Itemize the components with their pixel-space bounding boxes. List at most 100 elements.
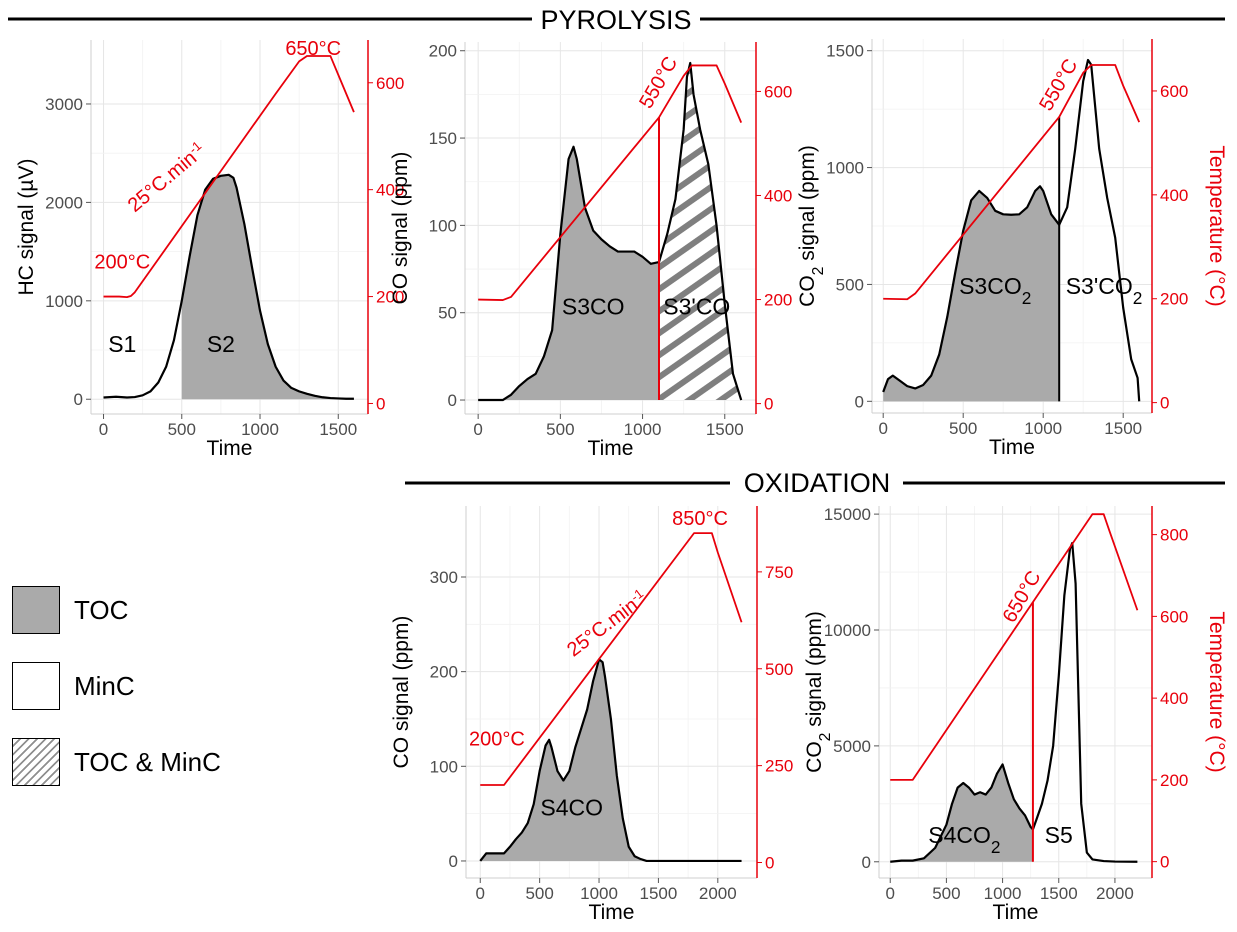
y-tick-label: 50	[438, 304, 457, 323]
x-axis-title: Time	[588, 437, 634, 460]
signal-line	[479, 658, 742, 863]
signal-line	[478, 61, 743, 402]
y2-tick-label: 200	[764, 291, 792, 310]
x-tick-label: 1500	[706, 420, 744, 439]
x-tick-label: 2000	[1096, 884, 1134, 903]
temperature-line	[883, 64, 1141, 301]
y-tick-label: 1000	[826, 159, 864, 178]
chart-co2-pyro: 0 500 1000 1500 0 500 1000 1500 0 200 400 600 Time CO…	[796, 39, 1228, 459]
y2-tick-label: 0	[764, 395, 773, 414]
peak-label: S3'CO	[663, 293, 730, 319]
section-title-oxidation: OXIDATION	[744, 468, 891, 498]
peak-label: S3'CO2	[1066, 273, 1143, 308]
peak-label: S1	[108, 331, 136, 357]
peak-label: S3CO	[562, 293, 625, 319]
y-axis-title: CO2 signal (ppm)	[803, 611, 834, 773]
y-tick-label: 0	[855, 392, 864, 411]
y-tick-label: 100	[430, 757, 458, 776]
peak-label: S4CO	[540, 795, 603, 821]
y-tick-label: 10000	[824, 621, 871, 640]
y-tick-label: 1000	[45, 292, 83, 311]
y-axis-title: HC signal (µV)	[15, 159, 38, 296]
temperature-annotation: 200°C	[469, 728, 525, 750]
temperature-line	[103, 55, 355, 299]
area-toc	[883, 186, 1060, 402]
y2-tick-label: 0	[1160, 853, 1169, 872]
x-tick-label: 500	[932, 884, 960, 903]
chart-co-pyro: 0 500 1000 1500 0 50 100 150 200 0 200 400 600 Time CO…	[389, 42, 792, 460]
x-tick-label: 1000	[624, 420, 662, 439]
temperature-line	[890, 513, 1139, 781]
temperature-annotation: 650°C	[285, 38, 341, 60]
y-tick-label: 500	[836, 275, 864, 294]
y2-tick-label: 400	[764, 186, 792, 205]
temperature-annotation: 200°C	[94, 251, 150, 273]
y2-tick-label: 600	[376, 74, 404, 93]
y2-axis-title: Temperature (°C)	[1205, 611, 1228, 772]
signal-line	[890, 541, 1138, 863]
y-axis-title: CO2 signal (ppm)	[796, 145, 827, 307]
area-toc	[478, 146, 659, 401]
chart-co2-ox: 0 500 1000 1500 2000 0 5000 10000 15000 0 200 400 60…	[803, 505, 1228, 924]
x-axis-title: Time	[207, 437, 253, 460]
x-axis-title: Time	[993, 901, 1039, 924]
x-tick-label: 500	[525, 884, 553, 903]
y-tick-label: 1500	[826, 42, 864, 61]
y2-tick-label: 800	[1160, 526, 1188, 545]
y2-tick-label: 0	[376, 394, 385, 413]
y-tick-label: 3000	[45, 95, 83, 114]
signal-line	[103, 173, 354, 400]
x-axis-title: Time	[989, 436, 1035, 459]
y2-tick-label: 200	[1160, 290, 1188, 309]
x-tick-label: 500	[546, 420, 574, 439]
y2-tick-label: 0	[765, 854, 774, 873]
y-tick-label: 300	[430, 568, 458, 587]
temperature-annotation: 850°C	[672, 508, 728, 530]
peak-label: S2	[207, 331, 235, 357]
y2-tick-label: 200	[376, 288, 404, 307]
y-tick-label: 200	[429, 42, 457, 61]
x-tick-label: 1500	[1104, 419, 1142, 438]
temperature-line	[480, 532, 743, 786]
x-tick-label: 0	[99, 420, 108, 439]
x-tick-label: 2000	[699, 884, 737, 903]
x-tick-label: 1000	[580, 884, 618, 903]
x-tick-label: 1000	[241, 420, 279, 439]
area-toc	[480, 659, 641, 861]
area-toc	[181, 174, 354, 400]
y2-tick-label: 600	[764, 82, 792, 101]
x-tick-label: 1500	[1040, 884, 1078, 903]
peak-label: S5	[1045, 822, 1073, 848]
y-tick-label: 200	[430, 663, 458, 682]
y2-tick-label: 600	[1160, 82, 1188, 101]
y2-tick-label: 750	[765, 563, 793, 582]
x-tick-label: 0	[476, 884, 485, 903]
section-title-pyrolysis: PYROLYSIS	[540, 5, 691, 35]
x-tick-label: 1500	[319, 420, 357, 439]
y2-axis-title: Temperature (°C)	[1205, 145, 1228, 306]
x-tick-label: 0	[878, 419, 887, 438]
x-tick-label: 1000	[1024, 419, 1062, 438]
temperature-line	[478, 64, 743, 301]
y2-tick-label: 600	[1160, 607, 1188, 626]
chart-hc: 0 500 1000 1500 0 1000 2000 3000 0 200 400 600 Time H…	[15, 38, 404, 460]
area-toc	[890, 764, 1033, 862]
y2-tick-label: 250	[765, 757, 793, 776]
y-axis-title: CO signal (ppm)	[390, 616, 413, 769]
y-tick-label: 100	[429, 216, 457, 235]
x-tick-label: 1500	[640, 884, 678, 903]
y2-tick-label: 400	[1160, 689, 1188, 708]
y2-tick-label: 200	[1160, 771, 1188, 790]
y-tick-label: 15000	[824, 505, 871, 524]
y-tick-label: 150	[429, 129, 457, 148]
x-tick-label: 500	[168, 420, 196, 439]
y-tick-label: 0	[448, 391, 457, 410]
y2-tick-label: 500	[765, 660, 793, 679]
x-axis-title: Time	[589, 901, 635, 924]
peak-label: S3CO2	[959, 273, 1031, 308]
x-tick-label: 0	[473, 420, 482, 439]
x-tick-label: 500	[949, 419, 977, 438]
y2-tick-label: 400	[376, 181, 404, 200]
x-tick-label: 1000	[984, 884, 1022, 903]
